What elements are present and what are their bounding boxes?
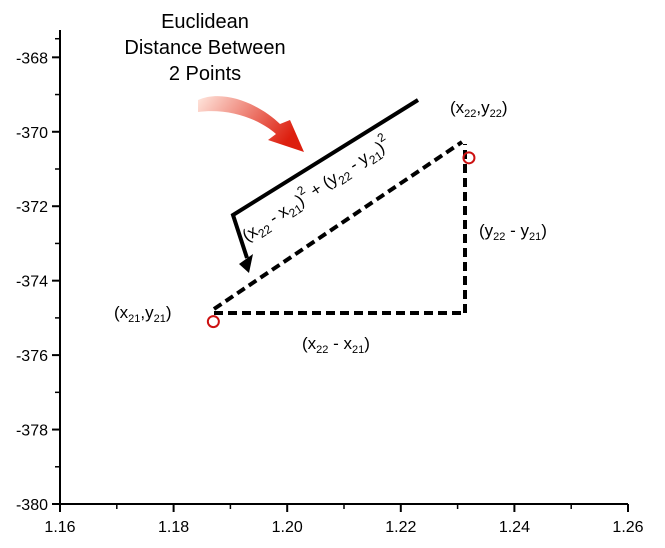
bracket-arrowhead-icon	[239, 254, 253, 273]
x-tick-label: 1.24	[499, 519, 530, 536]
formula-bracket-line	[230, 98, 420, 259]
y-tick-label: -380	[16, 497, 48, 514]
title-line-1: Euclidean	[161, 11, 249, 33]
y-tick-label: -372	[16, 199, 48, 216]
point-2-marker	[462, 151, 476, 165]
distance-formula: (x22 - x21)2 + (y22 - y21)2	[236, 130, 396, 249]
x-tick-label: 1.22	[385, 519, 416, 536]
hypotenuse-dashed-line	[212, 140, 464, 311]
point-1-marker	[206, 315, 220, 329]
y-tick-label: -374	[16, 274, 48, 291]
x-tick-label: 1.18	[158, 519, 189, 536]
y-tick-label: -376	[16, 348, 48, 365]
y-axis-ticks: -368 -370 -372 -374 -376 -378 -380	[16, 37, 60, 514]
point-1-label: (x21,y21)	[114, 303, 172, 325]
point-2-label: (x22,y22)	[450, 98, 508, 120]
x-tick-label: 1.16	[44, 519, 75, 536]
dy-label: (y22 - y21)	[479, 221, 547, 243]
y-tick-label: -370	[16, 125, 48, 142]
dx-label: (x22 - x21)	[302, 334, 370, 356]
x-tick-label: 1.26	[612, 519, 643, 536]
x-axis-ticks: 1.16 1.18 1.20 1.22 1.24 1.26	[44, 504, 644, 536]
y-tick-label: -368	[16, 50, 48, 67]
x-tick-label: 1.20	[272, 519, 303, 536]
title-line-3: 2 Points	[169, 63, 241, 85]
title-line-2: Distance Between	[124, 37, 285, 59]
y-tick-label: -378	[16, 423, 48, 440]
curved-arrow-icon	[198, 96, 304, 152]
